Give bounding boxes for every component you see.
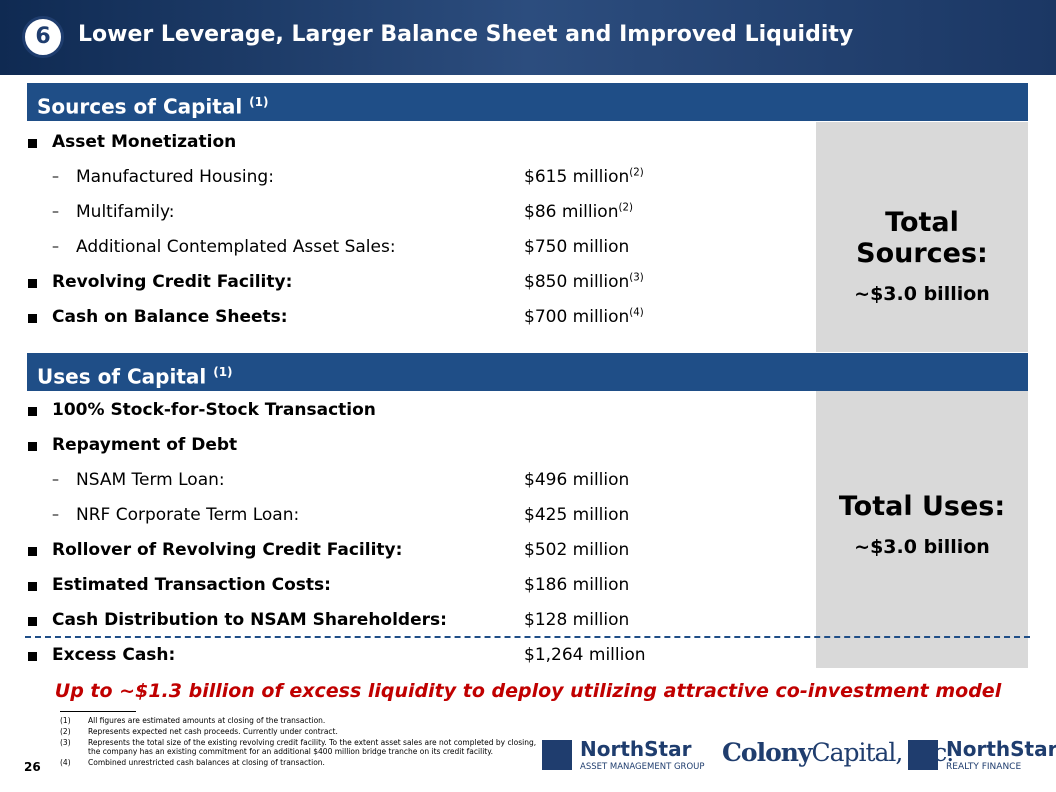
row-label: 100% Stock-for-Stock Transaction <box>52 400 376 420</box>
bullet <box>28 407 37 416</box>
footnote-mark: (2) <box>60 727 71 736</box>
page-number: 26 <box>24 760 41 774</box>
value: $502 million <box>524 540 630 560</box>
row-label: Additional Contemplated Asset Sales: <box>76 237 396 257</box>
bullet <box>28 617 37 626</box>
total-value: ~$3.0 billion <box>854 536 990 558</box>
row-value: $1,264 million <box>524 645 646 665</box>
row-value: $700 million(4) <box>524 307 644 327</box>
note: (1) <box>249 95 269 109</box>
row-label: Excess Cash: <box>52 645 176 665</box>
row-value: $186 million <box>524 575 629 595</box>
row-value: $128 million <box>524 610 629 630</box>
total-box: Total Sources: ~$3.0 billion <box>816 122 1028 352</box>
dash: – <box>52 507 59 523</box>
bullet <box>28 139 37 148</box>
footnote-text: All figures are estimated amounts at clo… <box>88 716 326 725</box>
header-band <box>0 0 1056 75</box>
dash: – <box>52 239 59 255</box>
note: (2) <box>629 167 644 179</box>
footnote: (1) All figures are estimated amounts at … <box>60 716 540 725</box>
bullet <box>28 547 37 556</box>
row-value: $502 million <box>524 540 629 560</box>
value: $496 million <box>524 470 630 490</box>
footnote-text: Represents expected net cash proceeds. C… <box>88 727 338 736</box>
value: $128 million <box>524 610 630 630</box>
slide-title: Lower Leverage, Larger Balance Sheet and… <box>78 22 854 47</box>
row-label: Multifamily: <box>76 202 175 222</box>
row-label: NRF Corporate Term Loan: <box>76 505 300 525</box>
footnote: (4) Combined unrestricted cash balances a… <box>60 758 540 767</box>
logo-text: ASSET MANAGEMENT GROUP <box>580 762 705 772</box>
footnote-text: Represents the total size of the existin… <box>88 738 537 756</box>
note: (2) <box>618 202 633 214</box>
logo-text: NorthStar <box>580 737 692 761</box>
bullet <box>28 582 37 591</box>
heading: Uses of Capital <box>37 364 207 389</box>
row-value: $850 million(3) <box>524 272 644 292</box>
logo-part: Colony <box>722 738 812 767</box>
row-label: NSAM Term Loan: <box>76 470 225 490</box>
total-value: ~$3.0 billion <box>854 283 990 305</box>
bullet <box>28 442 37 451</box>
total-label: Total Sources: <box>856 207 988 269</box>
divider <box>25 636 1030 638</box>
logo-text: NorthStar <box>946 737 1056 761</box>
dash: – <box>52 472 59 488</box>
value: $750 million <box>524 237 630 257</box>
section-bar: Sources of Capital (1) <box>27 83 1028 121</box>
footnote-mark: (4) <box>60 758 71 767</box>
row-value: $496 million <box>524 470 629 490</box>
row-label: Cash Distribution to NSAM Shareholders: <box>52 610 447 630</box>
value: $700 million <box>524 307 630 327</box>
note: (4) <box>629 307 644 319</box>
callout: Up to ~$1.3 billion of excess liquidity … <box>54 680 1002 702</box>
row-label: Rollover of Revolving Credit Facility: <box>52 540 403 560</box>
section-bar: Uses of Capital (1) <box>27 353 1028 391</box>
row-label: Revolving Credit Facility: <box>52 272 293 292</box>
bullet <box>28 652 37 661</box>
dash: – <box>52 169 59 185</box>
logo-mark <box>908 740 938 770</box>
value: $186 million <box>524 575 630 595</box>
row-value: $86 million(2) <box>524 202 633 222</box>
logo-text: REALTY FINANCE <box>946 762 1022 772</box>
row-label: Cash on Balance Sheets: <box>52 307 288 327</box>
value: $850 million <box>524 272 630 292</box>
footnote: (2) Represents expected net cash proceeds… <box>60 727 540 736</box>
total-label: Total Uses: <box>838 491 1006 522</box>
row-label: Manufactured Housing: <box>76 167 274 187</box>
value: $425 million <box>524 505 630 525</box>
footnote-text: Combined unrestricted cash balances at c… <box>88 758 325 767</box>
footnote-mark: (3) <box>60 738 71 747</box>
footnote-mark: (1) <box>60 716 71 725</box>
row-label: Asset Monetization <box>52 132 237 152</box>
row-value: $425 million <box>524 505 629 525</box>
value: $86 million <box>524 202 619 222</box>
row-value: $750 million <box>524 237 629 257</box>
logo-mark <box>542 740 572 770</box>
section-number: 6 <box>22 16 64 58</box>
note: (3) <box>629 272 644 284</box>
total-box: Total Uses: ~$3.0 billion <box>816 391 1028 668</box>
row-label: Estimated Transaction Costs: <box>52 575 331 595</box>
value: $1,264 million <box>524 645 646 665</box>
footnote-rule <box>60 711 136 712</box>
bullet <box>28 314 37 323</box>
row-value: $615 million(2) <box>524 167 644 187</box>
footnote: (3) Represents the total size of the exis… <box>60 738 540 756</box>
note: (1) <box>213 365 233 379</box>
heading: Sources of Capital <box>37 94 243 119</box>
value: $615 million <box>524 167 630 187</box>
bullet <box>28 279 37 288</box>
row-label: Repayment of Debt <box>52 435 238 455</box>
dash: – <box>52 204 59 220</box>
